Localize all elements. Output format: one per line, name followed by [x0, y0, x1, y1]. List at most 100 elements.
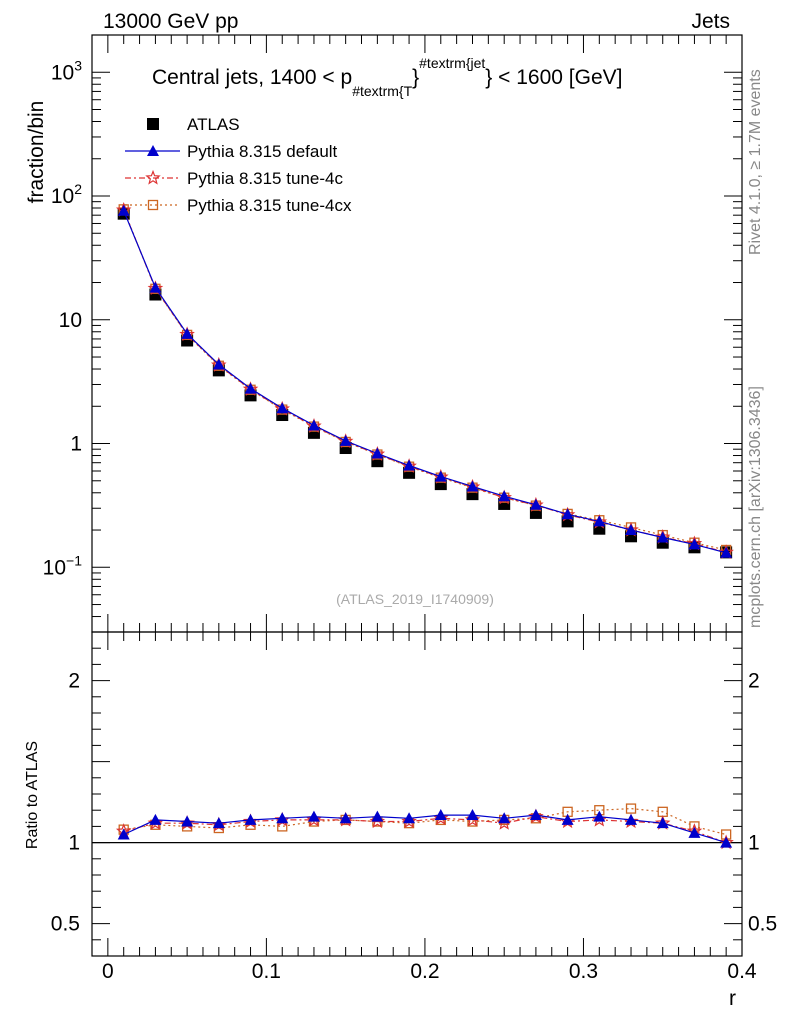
- data-point: [688, 538, 701, 550]
- tick-exp: 3: [74, 57, 82, 73]
- ratio-point: [117, 828, 130, 840]
- ratio-point: [593, 810, 606, 822]
- analysis-watermark: (ATLAS_2019_I1740909): [336, 591, 494, 607]
- legend-label: Pythia 8.315 default: [187, 142, 338, 161]
- series-atlas: [117, 207, 733, 559]
- main-ylabel: fraction/bin: [25, 101, 48, 204]
- title-sup: #textrm{jet: [419, 55, 485, 71]
- tick-exp: −1: [66, 552, 82, 568]
- tick-base: 10: [51, 185, 74, 208]
- ratio-point: [561, 813, 574, 825]
- ratio-point: [466, 809, 479, 821]
- ratio-point: [656, 817, 669, 829]
- main-title: Central jets, 1400 < p#textrm{T}#textrm{…: [152, 55, 622, 99]
- ratio-point: [212, 817, 225, 829]
- ratio-point: [244, 813, 257, 825]
- tick-exp: 2: [74, 181, 82, 197]
- data-point: [498, 490, 511, 502]
- ratio-y-tick-label: 0.5: [51, 913, 80, 936]
- ratio-point: [339, 812, 352, 824]
- ratio-y-ticks: 2 2 1 1 0.5 0.5: [51, 631, 777, 941]
- data-point: [212, 358, 225, 370]
- ratio-point: [149, 813, 162, 825]
- legend-item: Pythia 8.315 default: [125, 142, 338, 161]
- legend-label: ATLAS: [187, 115, 240, 134]
- legend-marker: [147, 199, 159, 211]
- legend-item: Pythia 8.315 tune-4c: [125, 169, 343, 188]
- x-tick-label: 0.1: [252, 960, 281, 983]
- series-line: [123, 209, 727, 553]
- data-point: [276, 402, 289, 414]
- data-point: [244, 382, 257, 394]
- ratio-point: [181, 815, 194, 827]
- ratio-y-tick-label: 2: [68, 670, 80, 693]
- ratio-pythia-8-315-default: [117, 809, 733, 848]
- x-axis-label: r: [729, 987, 736, 1010]
- legend: ATLAS Pythia 8.315 default Pythia 8.315 tu…: [125, 115, 352, 215]
- main-y-tick-label: 102: [51, 181, 82, 208]
- main-y-tick-label: 10: [59, 309, 82, 332]
- ratio-point: [625, 803, 637, 814]
- data-point: [307, 419, 320, 431]
- data-point: [149, 281, 162, 293]
- series-pythia-8-315-default: [117, 204, 733, 558]
- ratio-y-tick-label: 1: [68, 832, 80, 855]
- ratio-point: [276, 812, 289, 824]
- rivet-info: Rivet 4.1.0, ≥ 1.7M events: [747, 69, 764, 255]
- series-pythia-8-315-tune-4c: [115, 201, 734, 559]
- ratio-y-tick-label-right: 1: [748, 832, 760, 855]
- ratio-line: [123, 814, 727, 844]
- ratio-point: [306, 811, 322, 827]
- x-tick-label: 0.3: [569, 960, 598, 983]
- tick-base: 10: [43, 556, 66, 579]
- ratio-point: [720, 836, 733, 848]
- title-sub: #textrm{T: [352, 83, 412, 99]
- data-point: [720, 546, 733, 558]
- ratio-point: [307, 810, 320, 822]
- tick-base: 10: [51, 61, 74, 84]
- ratio-point: [434, 809, 447, 821]
- ratio-point: [401, 813, 417, 829]
- data-point: [434, 470, 447, 482]
- main-y-tick-label: 10−1: [43, 552, 83, 579]
- main-y-tick-label: 1: [70, 433, 82, 456]
- ratio-y-tick-label-right: 2: [748, 670, 760, 693]
- tick-base: 10: [59, 309, 82, 332]
- data-point: [625, 524, 638, 536]
- ratio-y-tick-label-right: 0.5: [748, 913, 777, 936]
- data-point: [593, 515, 606, 527]
- mcplots-info: mcplots.cern.ch [arXiv:1306.3436]: [747, 386, 764, 628]
- title-mid: }: [412, 66, 419, 89]
- series-line: [123, 210, 727, 554]
- ratio-series: [115, 803, 734, 850]
- x-tick-label: 0.4: [727, 960, 757, 983]
- x-ticks: 0 0.1 0.2 0.3 0.4: [102, 35, 757, 983]
- data-point: [371, 447, 384, 459]
- series-pythia-8-315-tune-4cx: [118, 204, 732, 556]
- x-tick-label: 0.2: [410, 960, 439, 983]
- data-point: [529, 498, 542, 510]
- ratio-point: [371, 810, 384, 822]
- legend-marker: [147, 118, 159, 130]
- ratio-point: [433, 810, 449, 825]
- legend-marker: [145, 169, 161, 185]
- title-post: } < 1600 [GeV]: [485, 66, 622, 89]
- ratio-point: [403, 812, 416, 824]
- ratio-point: [529, 809, 542, 821]
- ratio-point: [498, 812, 511, 824]
- main-y-tick-label: 103: [51, 57, 82, 84]
- legend-item: Pythia 8.315 tune-4cx: [125, 196, 352, 215]
- title-pre: Central jets, 1400 < p: [152, 66, 352, 89]
- ratio-panel-frame: [91, 631, 743, 957]
- main-series: [115, 201, 734, 559]
- data-point: [656, 531, 669, 543]
- data-point: [561, 508, 574, 520]
- ratio-point: [147, 815, 164, 830]
- legend-label: Pythia 8.315 tune-4cx: [187, 196, 352, 215]
- ratio-point: [591, 811, 608, 827]
- data-point: [117, 204, 130, 216]
- legend-item: ATLAS: [147, 115, 240, 134]
- data-point: [339, 434, 352, 446]
